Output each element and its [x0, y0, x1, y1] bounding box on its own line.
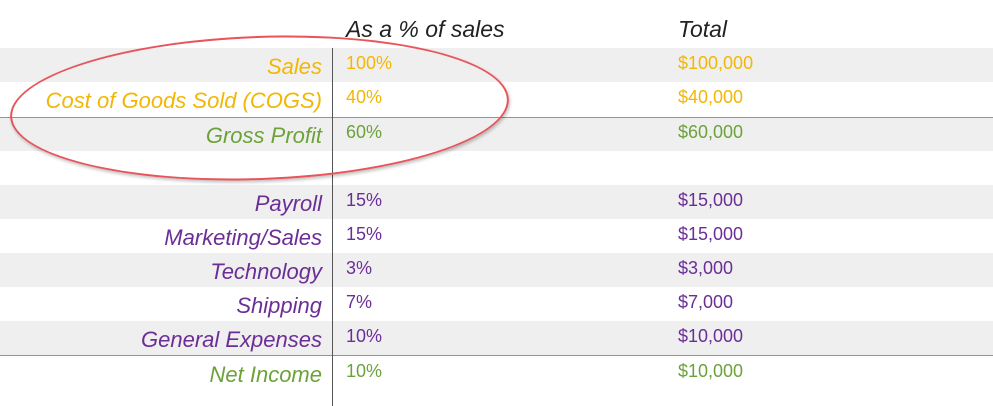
row-total: $15,000 — [678, 190, 744, 210]
row-label: Shipping — [236, 293, 322, 318]
table-row: Gross Profit 60% $60,000 — [0, 117, 993, 151]
row-pct: 7% — [346, 292, 373, 312]
row-total: $10,000 — [678, 361, 744, 381]
row-total: $7,000 — [678, 292, 734, 312]
row-label: Marketing/Sales — [164, 225, 322, 250]
row-pct: 100% — [346, 53, 393, 73]
header-total: Total — [678, 16, 728, 42]
row-label: Net Income — [209, 362, 323, 387]
row-total: $15,000 — [678, 224, 744, 244]
row-total: $40,000 — [678, 87, 744, 107]
table-row — [0, 151, 993, 185]
table-row: Technology 3% $3,000 — [0, 253, 993, 287]
row-label: Technology — [210, 259, 322, 284]
table-row: Payroll 15% $15,000 — [0, 185, 993, 219]
table-row: Sales 100% $100,000 — [0, 48, 993, 82]
row-total: $60,000 — [678, 122, 744, 142]
label-column-divider — [332, 48, 333, 406]
table-row: General Expenses 10% $10,000 — [0, 321, 993, 355]
row-pct: 10% — [346, 326, 383, 346]
row-pct: 10% — [346, 361, 383, 381]
gross-profit-divider — [0, 117, 993, 118]
header-pct: As a % of sales — [346, 16, 505, 42]
table-row: Marketing/Sales 15% $15,000 — [0, 219, 993, 253]
row-total: $3,000 — [678, 258, 734, 278]
row-label: Sales — [266, 54, 322, 79]
row-total: $10,000 — [678, 326, 744, 346]
row-label: Payroll — [254, 191, 322, 216]
table-row: Net Income 10% $10,000 — [0, 356, 993, 390]
row-pct: 40% — [346, 87, 383, 107]
row-label: General Expenses — [141, 327, 322, 352]
row-label: Cost of Goods Sold (COGS) — [45, 88, 322, 113]
row-pct: 15% — [346, 190, 383, 210]
row-pct: 15% — [346, 224, 383, 244]
row-pct: 60% — [346, 122, 383, 142]
row-label: Gross Profit — [205, 123, 322, 148]
net-income-divider — [0, 355, 993, 356]
row-total: $100,000 — [678, 53, 754, 73]
row-pct: 3% — [346, 258, 373, 278]
table-row: Shipping 7% $7,000 — [0, 287, 993, 321]
table-row: Cost of Goods Sold (COGS) 40% $40,000 — [0, 82, 993, 116]
